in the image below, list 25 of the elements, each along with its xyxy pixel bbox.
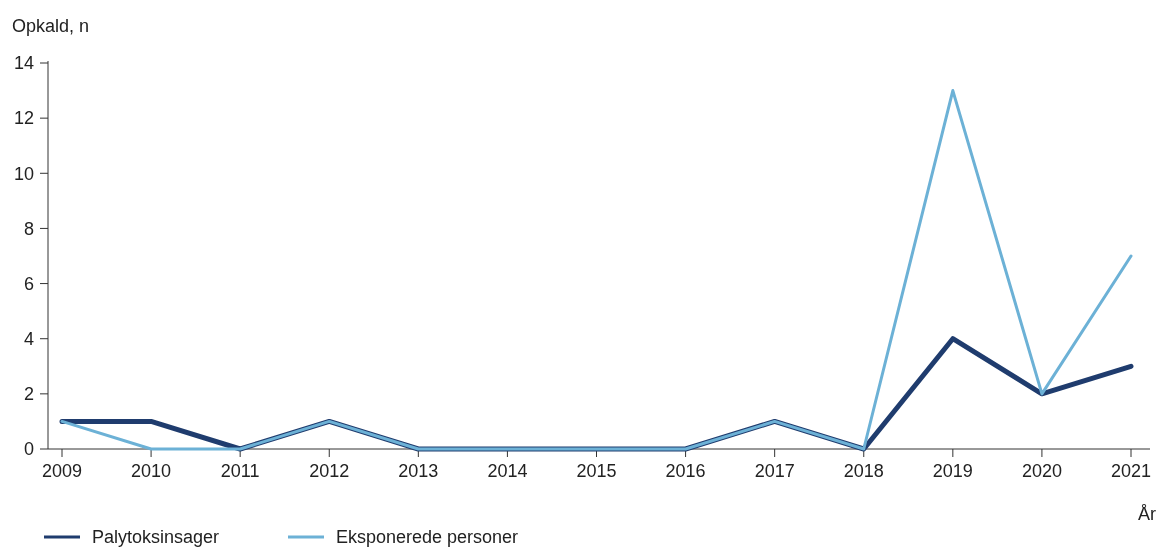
x-axis-title: År: [1138, 504, 1157, 524]
x-tick-label: 2013: [398, 461, 439, 481]
x-tick-label: 2010: [131, 461, 172, 481]
y-tick-label: 10: [13, 163, 34, 184]
x-tick-label: 2009: [41, 461, 83, 481]
x-tick-label: 2015: [576, 461, 617, 481]
x-tick-label: 2016: [665, 461, 706, 481]
legend-label: Eksponerede personer: [336, 527, 519, 547]
legend-label: Palytoksinsager: [92, 527, 220, 547]
y-tick-label: 4: [23, 329, 34, 350]
x-tick-label: 2021: [1110, 461, 1152, 481]
x-tick-label: 2011: [220, 461, 260, 481]
x-tick-label: 2012: [309, 461, 350, 481]
y-tick-label: 8: [23, 218, 34, 239]
y-tick-label: 2: [23, 384, 34, 405]
y-tick-label: 0: [23, 439, 34, 460]
y-tick-label: 12: [13, 108, 34, 129]
x-tick-label: 2020: [1021, 461, 1062, 481]
y-tick-label: 14: [13, 53, 34, 74]
x-tick-label: 2017: [754, 461, 795, 481]
x-tick-label: 2019: [932, 461, 973, 481]
y-axis-title: Opkald, n: [12, 16, 90, 36]
x-tick-label: 2014: [487, 461, 528, 481]
y-tick-label: 6: [23, 273, 34, 294]
x-tick-label: 2018: [843, 461, 884, 481]
